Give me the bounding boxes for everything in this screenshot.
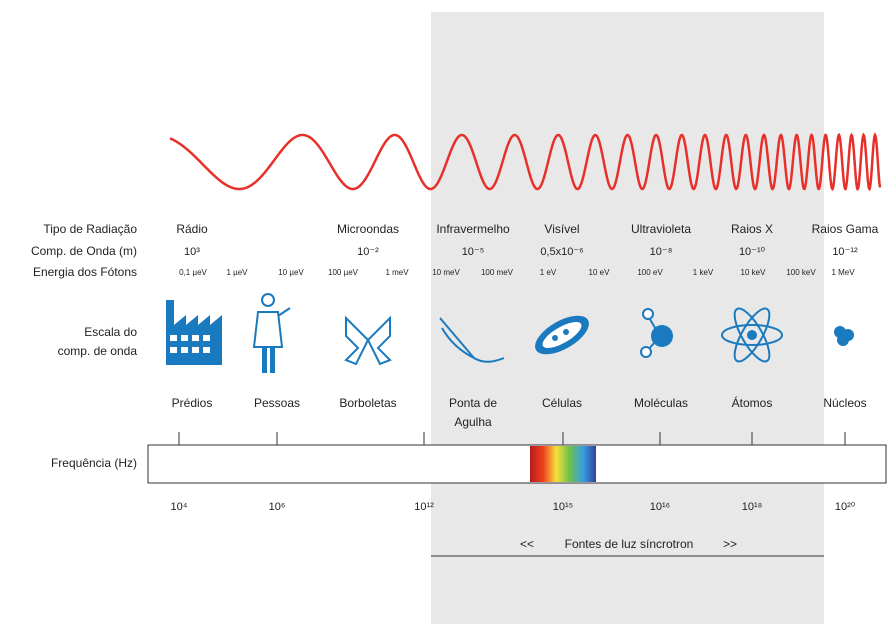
frequency-tick-label: 10⁴ — [171, 501, 188, 513]
scale-object: Prédios — [172, 396, 213, 410]
photon-energy: 0,1 µeV — [179, 268, 207, 277]
scale-object: Ponta de — [449, 396, 497, 410]
synchrotron-band — [431, 12, 824, 624]
row-label: comp. de onda — [58, 344, 138, 358]
photon-energy: 100 eV — [637, 268, 663, 277]
arrow-right: >> — [723, 537, 737, 551]
frequency-tick-label: 10⁶ — [269, 501, 286, 513]
row-label: Energia dos Fótons — [33, 265, 137, 279]
photon-energy: 100 meV — [481, 268, 514, 277]
arrow-left: << — [520, 537, 534, 551]
row-label: Tipo de Radiação — [43, 222, 137, 236]
wave — [169, 132, 882, 192]
photon-energy: 10 µeV — [278, 268, 304, 277]
photon-energy: 10 keV — [741, 268, 767, 277]
radiation-type: Raios X — [731, 222, 773, 236]
wavelength: 10⁻² — [357, 246, 379, 258]
scale-object: Átomos — [732, 395, 773, 410]
radiation-type: Microondas — [337, 222, 399, 236]
scale-object: Células — [542, 396, 582, 410]
icons — [166, 293, 854, 373]
photon-energy: 100 µeV — [328, 268, 359, 277]
scale-object: Agulha — [454, 415, 492, 429]
wavelength: 10⁻⁸ — [650, 246, 673, 258]
wavelength: 10⁻⁵ — [462, 246, 485, 258]
wavelength: 10³ — [184, 246, 200, 258]
photon-energy: 1 MeV — [831, 268, 855, 277]
wavelength: 10⁻¹⁰ — [739, 246, 766, 258]
scale-object: Núcleos — [823, 396, 866, 410]
radiation-type: Rádio — [176, 222, 208, 236]
photon-energy: 1 meV — [385, 268, 409, 277]
photon-energy: 100 keV — [786, 268, 816, 277]
synchrotron-label: Fontes de luz síncrotron — [565, 537, 694, 551]
frequency-bar — [147, 444, 887, 484]
photon-energy: 1 eV — [540, 268, 557, 277]
photon-energy: 10 meV — [432, 268, 460, 277]
scale-object: Borboletas — [339, 396, 396, 410]
photon-energy: 10 eV — [589, 268, 611, 277]
frequency-tick-label: 10²⁰ — [835, 501, 856, 513]
radiation-type: Visível — [544, 222, 579, 236]
frequency-tick-label: 10¹⁵ — [553, 501, 573, 513]
radiation-type: Infravermelho — [436, 222, 510, 236]
row-label: Comp. de Onda (m) — [31, 244, 137, 258]
frequency-tick-label: 10¹⁶ — [650, 501, 670, 513]
frequency-tick-label: 10¹⁸ — [742, 501, 763, 513]
radiation-type: Ultravioleta — [631, 222, 691, 236]
photon-energy: 1 keV — [693, 268, 714, 277]
visible-spectrum — [530, 446, 596, 482]
row-label: Frequência (Hz) — [51, 456, 137, 470]
photon-energy: 1 µeV — [226, 268, 248, 277]
frequency-tick-label: 10¹² — [414, 501, 434, 513]
wavelength: 0,5x10⁻⁶ — [540, 246, 583, 258]
radiation-type: Raios Gama — [812, 222, 879, 236]
wavelength: 10⁻¹² — [832, 246, 858, 258]
row-label: Escala do — [84, 325, 137, 339]
scale-object: Moléculas — [634, 396, 688, 410]
scale-object: Pessoas — [254, 396, 300, 410]
